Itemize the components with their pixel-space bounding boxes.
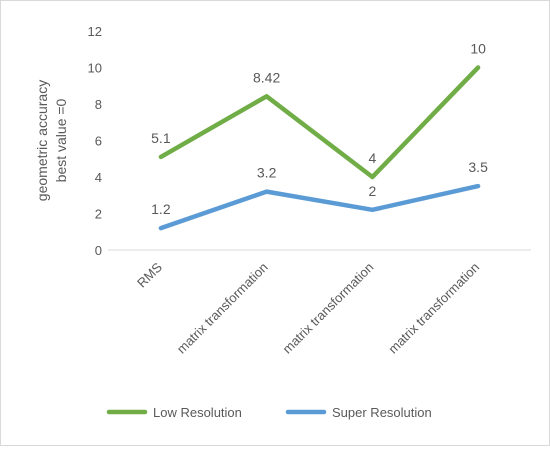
y-axis-title-line: best value =0 <box>53 98 69 182</box>
y-tick-label: 0 <box>95 243 102 258</box>
data-label: 8.42 <box>253 69 280 85</box>
y-tick-label: 6 <box>95 134 102 149</box>
legend-label: Low Resolution <box>153 405 242 420</box>
data-label: 5.1 <box>151 130 171 146</box>
y-axis-title-text: geometric accuracy best value =0 <box>34 80 69 201</box>
data-labels: 5.1 8.42 4 10 1.2 3.2 2 3.5 <box>151 41 488 218</box>
y-tick-label: 12 <box>88 24 102 39</box>
y-tick-label: 8 <box>95 97 102 112</box>
data-label: 3.5 <box>468 159 488 175</box>
x-axis-ticks: RMS matrix transformation matrix transform… <box>134 259 482 356</box>
y-axis-ticks: 0 2 4 6 8 10 12 <box>88 24 102 258</box>
y-tick-label: 10 <box>88 61 102 76</box>
legend-label: Super Resolution <box>332 405 432 420</box>
legend: Low Resolution Super Resolution <box>106 405 432 420</box>
y-axis-title-line: geometric accuracy <box>34 80 50 201</box>
data-label: 2 <box>368 183 376 199</box>
series-line-super-resolution <box>158 183 481 231</box>
x-tick-label: RMS <box>134 259 165 290</box>
data-label: 4 <box>368 150 376 166</box>
y-tick-label: 4 <box>95 170 102 185</box>
x-tick-label: matrix transformation <box>174 260 271 357</box>
series-lines <box>158 65 481 231</box>
data-label: 10 <box>470 41 486 57</box>
x-tick-label: matrix transformation <box>385 260 482 357</box>
y-axis-title: geometric accuracy best value =0 <box>34 80 69 201</box>
data-label: 3.2 <box>257 165 277 181</box>
data-label: 1.2 <box>151 201 171 217</box>
series-line-low-resolution <box>158 65 481 180</box>
x-tick-label: matrix transformation <box>280 260 377 357</box>
y-tick-label: 2 <box>95 207 102 222</box>
